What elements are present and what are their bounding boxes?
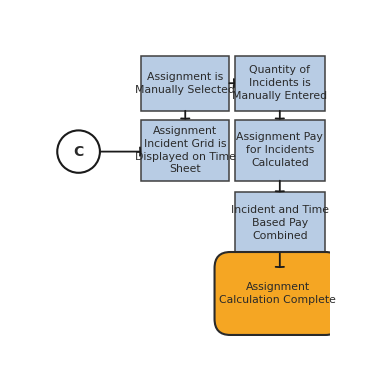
FancyBboxPatch shape [141, 56, 229, 111]
FancyBboxPatch shape [215, 252, 341, 335]
Text: Assignment is
Manually Selected: Assignment is Manually Selected [135, 72, 235, 94]
Ellipse shape [57, 130, 100, 173]
FancyBboxPatch shape [235, 119, 324, 181]
Text: Assignment Pay
for Incidents
Calculated: Assignment Pay for Incidents Calculated [236, 132, 323, 168]
FancyBboxPatch shape [235, 192, 324, 254]
Text: Assignment
Calculation Complete: Assignment Calculation Complete [219, 282, 336, 305]
Text: Assignment
Incident Grid is
Displayed on Time
Sheet: Assignment Incident Grid is Displayed on… [135, 126, 236, 174]
Text: Quantity of
Incidents is
Manually Entered: Quantity of Incidents is Manually Entere… [232, 65, 327, 101]
Text: C: C [73, 145, 84, 159]
Text: Incident and Time
Based Pay
Combined: Incident and Time Based Pay Combined [231, 205, 329, 241]
FancyBboxPatch shape [235, 56, 324, 111]
FancyBboxPatch shape [141, 119, 229, 181]
